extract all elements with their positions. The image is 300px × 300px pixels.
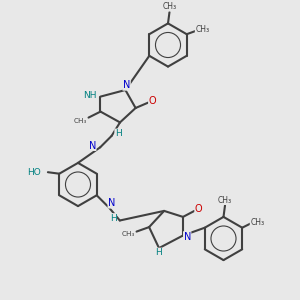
Text: H: H: [110, 214, 117, 223]
Text: NH: NH: [83, 91, 96, 100]
Text: CH₃: CH₃: [195, 26, 209, 34]
Text: CH₃: CH₃: [74, 118, 87, 124]
Text: O: O: [148, 96, 156, 106]
Text: CH₃: CH₃: [122, 231, 135, 237]
Text: CH₃: CH₃: [162, 2, 177, 11]
Text: N: N: [108, 198, 116, 208]
Text: H: H: [115, 129, 122, 138]
Text: N: N: [184, 232, 191, 242]
Text: N: N: [88, 140, 96, 151]
Text: N: N: [123, 80, 130, 90]
Text: CH₃: CH₃: [250, 218, 264, 227]
Text: CH₃: CH₃: [218, 196, 232, 205]
Text: HO: HO: [27, 168, 41, 177]
Text: H: H: [155, 248, 162, 257]
Text: O: O: [195, 204, 203, 214]
